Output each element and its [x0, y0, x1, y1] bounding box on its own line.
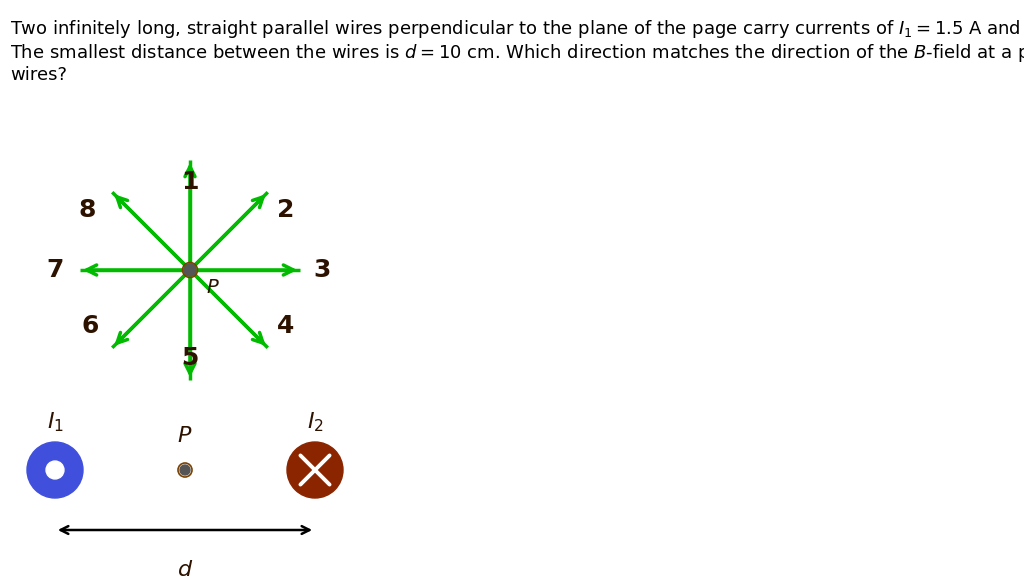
Text: 5: 5 [181, 346, 199, 370]
Circle shape [184, 264, 196, 276]
Circle shape [27, 442, 83, 498]
Text: 2: 2 [278, 198, 295, 222]
Text: The smallest distance between the wires is $d = 10$ cm. Which direction matches : The smallest distance between the wires … [10, 42, 1024, 64]
Text: 3: 3 [313, 258, 331, 282]
Text: $I_2$: $I_2$ [306, 410, 324, 433]
Text: $P$: $P$ [177, 426, 193, 446]
Text: wires?: wires? [10, 66, 67, 84]
Circle shape [180, 465, 190, 475]
Text: 7: 7 [46, 258, 63, 282]
Text: $I_1$: $I_1$ [46, 410, 63, 433]
Text: $d$: $d$ [177, 560, 194, 580]
Circle shape [287, 442, 343, 498]
Text: 8: 8 [79, 198, 96, 222]
Text: 4: 4 [278, 314, 295, 338]
Text: $P$: $P$ [206, 278, 220, 297]
Text: 1: 1 [181, 170, 199, 194]
Circle shape [46, 461, 63, 479]
Text: Two infinitely long, straight parallel wires perpendicular to the plane of the p: Two infinitely long, straight parallel w… [10, 18, 1024, 40]
Text: 6: 6 [82, 314, 99, 338]
